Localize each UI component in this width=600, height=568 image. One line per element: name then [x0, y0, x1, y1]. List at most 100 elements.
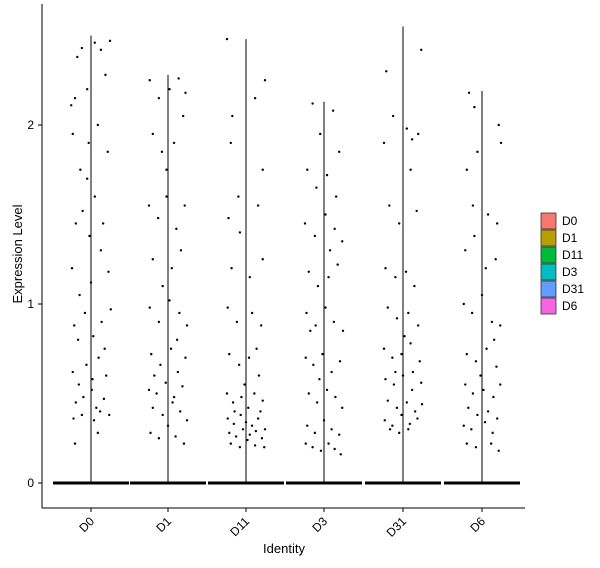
data-point [486, 410, 490, 413]
data-point [225, 392, 229, 395]
data-point [232, 422, 236, 426]
data-point [405, 127, 408, 130]
data-point [87, 141, 90, 145]
data-point [499, 383, 502, 386]
data-point [338, 150, 341, 154]
data-point [241, 428, 245, 431]
data-point [169, 347, 173, 350]
data-point [255, 347, 258, 350]
data-point [420, 403, 424, 406]
data-point [182, 442, 186, 445]
data-point [489, 442, 493, 445]
data-point [386, 399, 389, 402]
data-point [416, 417, 419, 420]
data-point [306, 424, 309, 427]
data-point [333, 227, 336, 231]
data-point [98, 410, 102, 413]
data-point [474, 446, 478, 449]
data-point [81, 209, 84, 213]
data-point [473, 105, 476, 109]
data-point [174, 435, 177, 438]
legend-label: D1 [562, 231, 578, 245]
data-point [307, 270, 310, 273]
data-point [471, 392, 475, 395]
data-point [417, 132, 420, 136]
data-point [410, 138, 414, 141]
data-point [470, 311, 474, 315]
data-point [304, 442, 307, 445]
data-point [473, 234, 476, 238]
data-point [165, 168, 168, 171]
violin-group-D31 [365, 26, 441, 485]
data-point [311, 102, 314, 105]
data-point [263, 446, 266, 449]
data-point [253, 96, 257, 100]
data-point [383, 419, 386, 422]
data-point [161, 284, 164, 288]
data-point [260, 324, 263, 327]
data-point [304, 356, 307, 359]
data-point [93, 41, 97, 44]
data-point [101, 222, 105, 225]
data-point [237, 195, 240, 198]
data-point [70, 267, 74, 270]
data-point [226, 306, 229, 309]
data-point [176, 370, 180, 374]
data-point [327, 275, 330, 279]
data-point [474, 360, 478, 363]
data-point [492, 395, 495, 399]
data-point [172, 141, 176, 145]
data-point [318, 377, 321, 381]
data-point [261, 168, 264, 171]
data-point [309, 329, 312, 333]
x-tick-label: D3 [309, 514, 330, 535]
data-point [306, 168, 309, 171]
legend-label: D3 [562, 265, 578, 279]
data-point [413, 284, 416, 288]
data-point [494, 258, 497, 261]
data-point [253, 392, 256, 395]
data-point [92, 335, 95, 338]
data-point [334, 195, 338, 198]
data-point [237, 363, 241, 367]
data-point [384, 377, 387, 381]
data-point [238, 446, 242, 449]
data-point [331, 109, 335, 112]
data-point [496, 222, 499, 225]
data-point [227, 216, 230, 220]
data-point [151, 406, 154, 410]
data-point [418, 360, 421, 363]
data-point [325, 173, 329, 177]
data-point [388, 204, 391, 207]
x-tick-label: D0 [76, 514, 97, 535]
data-point [89, 281, 93, 284]
data-point [148, 306, 151, 309]
data-point [259, 410, 262, 413]
data-point [411, 370, 415, 374]
data-point [398, 222, 401, 225]
x-axis: D0 D1 D11 D3 D31 D6 [76, 508, 488, 540]
data-point [420, 381, 423, 384]
data-point [263, 428, 267, 431]
legend-swatch-D0 [540, 212, 557, 230]
y-tick-label: 2 [27, 118, 34, 132]
data-point [313, 431, 317, 435]
data-point [404, 270, 408, 273]
data-point [96, 123, 100, 127]
plot-area [53, 26, 520, 485]
data-point [328, 249, 332, 252]
data-point [164, 381, 167, 384]
data-point [312, 363, 315, 367]
data-point [92, 419, 96, 422]
data-point [71, 132, 74, 136]
data-point [182, 114, 185, 118]
data-point [179, 249, 183, 252]
x-tick-label: D31 [384, 514, 410, 540]
data-point [107, 270, 110, 273]
data-point [70, 104, 73, 107]
violin-group-D0 [53, 35, 129, 485]
data-point [71, 370, 74, 374]
data-point [330, 428, 333, 431]
data-point [385, 70, 388, 73]
